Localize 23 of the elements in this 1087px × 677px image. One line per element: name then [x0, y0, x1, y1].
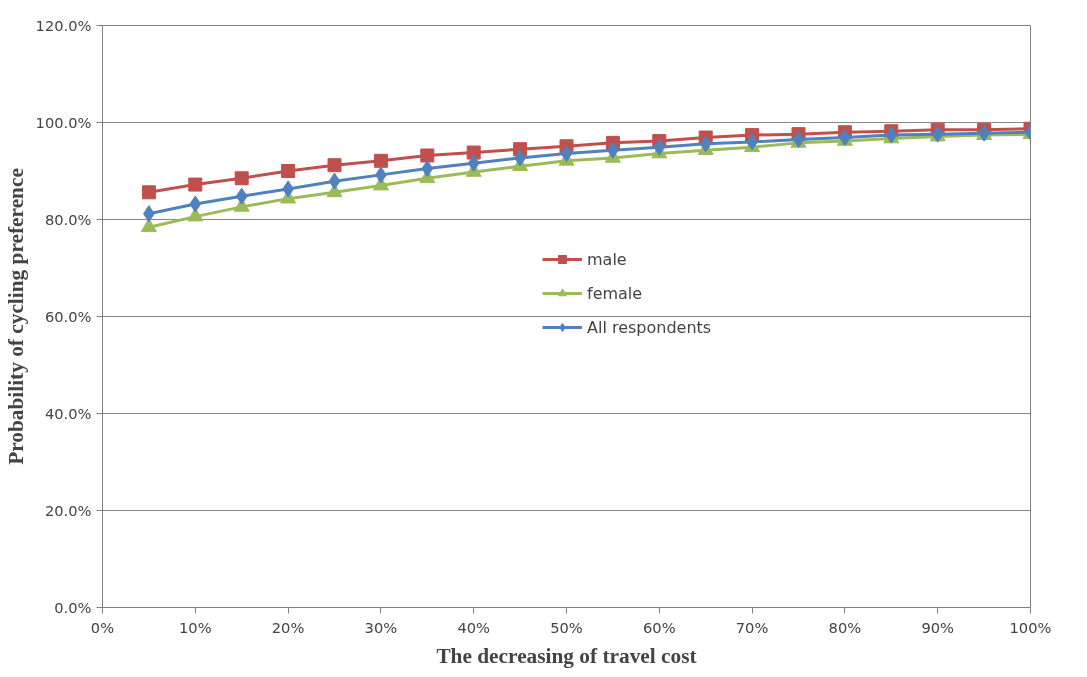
y-axis-title: Probability of cycling preference — [3, 168, 28, 465]
y-tick-label: 100.0% — [35, 114, 92, 131]
legend-label: All respondents — [587, 317, 712, 337]
x-tick-label: 60% — [643, 618, 676, 636]
x-tick-label: 90% — [921, 618, 955, 636]
legend-label: male — [587, 249, 627, 269]
x-tick-label: 100% — [1009, 618, 1052, 636]
y-tick-label: 20.0% — [44, 502, 92, 519]
x-tick-label: 20% — [271, 618, 305, 636]
x-tick-label: 70% — [735, 618, 769, 636]
x-tick-label: 30% — [364, 618, 398, 636]
y-tick-label: 80.0% — [44, 211, 92, 228]
x-tick-label: 40% — [457, 618, 491, 636]
y-tick-label: 0.0% — [54, 599, 92, 616]
x-tick-label: 10% — [179, 618, 212, 636]
y-tick-label: 120.0% — [35, 17, 92, 34]
x-tick-label: 50% — [550, 618, 583, 636]
x-axis-title: The decreasing of travel cost — [436, 643, 698, 668]
y-tick-label: 40.0% — [44, 405, 92, 422]
x-tick-label: 0% — [90, 618, 115, 636]
x-tick-label: 80% — [828, 618, 862, 636]
y-tick-label: 60.0% — [44, 308, 92, 325]
legend-label: female — [587, 283, 643, 303]
